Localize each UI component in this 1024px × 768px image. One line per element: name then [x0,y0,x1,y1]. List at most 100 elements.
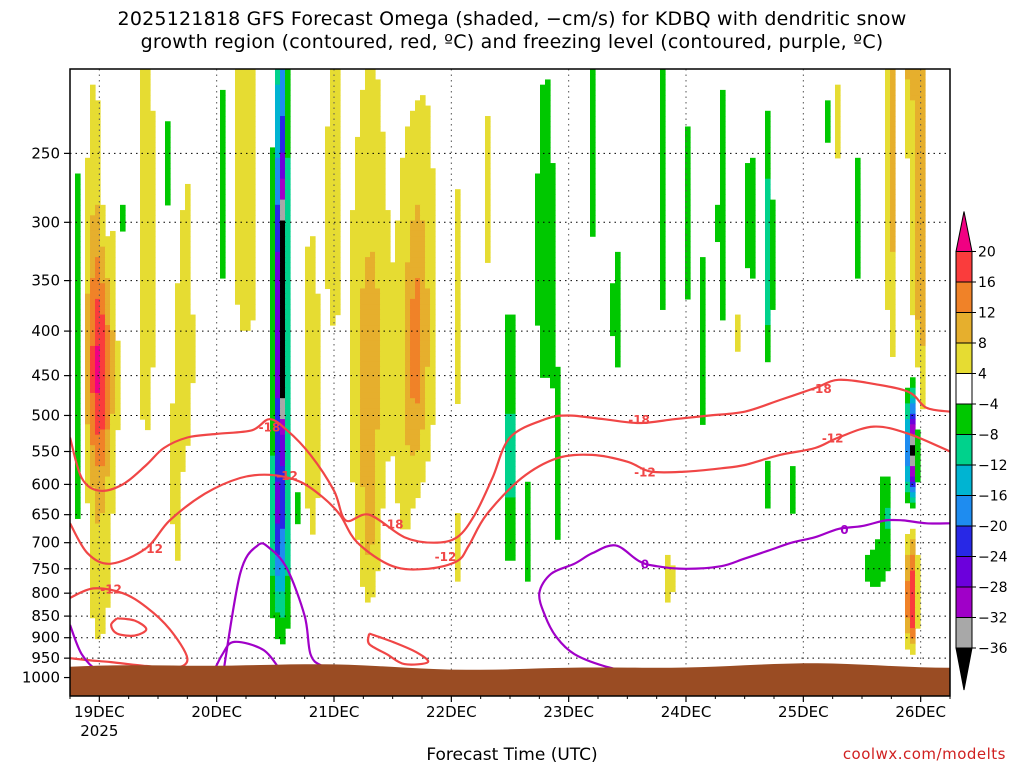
omega-cell [505,361,516,368]
omega-cell [105,382,111,389]
omega-cell [920,387,926,394]
omega-cell [85,476,91,483]
omega-cell [295,518,301,525]
omega-cell [910,424,916,431]
omega-cell [140,335,156,342]
omega-cell [270,204,276,211]
omega-cell [455,351,461,357]
omega-cell [280,351,286,357]
omega-cell [350,439,361,446]
omega-cell [665,560,671,566]
omega-cell [685,152,691,159]
omega-cell [825,110,831,117]
omega-cell [375,257,391,263]
omega-cell [115,361,121,368]
omega-cell [360,335,381,342]
omega-cell [765,152,771,159]
omega-cell [270,309,276,316]
omega-cell [180,267,191,274]
omega-cell [890,74,896,81]
omega-cell [175,372,196,378]
omega-cell [765,262,771,269]
omega-cell [285,497,291,504]
omega-cell [425,220,436,227]
omega-cell [75,507,81,514]
omega-cell [90,361,96,368]
omega-cell [110,392,116,399]
omega-cell [275,210,281,216]
omega-cell [350,403,361,410]
omega-cell [275,199,281,206]
omega-cell [660,204,666,211]
omega-cell [765,487,771,493]
omega-cell [885,507,891,514]
omega-cell [270,581,276,587]
omega-cell [770,288,776,295]
omega-cell [270,189,276,195]
omega-cell [170,445,186,452]
omega-cell [410,372,421,378]
omega-cell [105,398,111,404]
omega-cell [285,492,291,499]
omega-cell [350,293,361,300]
omega-cell [270,392,276,399]
omega-cell [365,84,381,91]
omega-cell [280,173,286,180]
omega-cell [885,241,891,248]
omega-cell [910,549,916,556]
omega-cell [140,121,156,128]
omega-cell [270,565,276,572]
omega-cell [275,345,281,352]
omega-cell [275,507,281,514]
omega-cell [305,325,321,331]
omega-cell [105,361,111,368]
omega-cell [270,340,276,347]
omega-cell [85,298,91,305]
omega-cell [355,523,366,530]
omega-cell [85,356,91,363]
omega-cell [175,361,196,368]
omega-cell [455,236,461,243]
omega-cell [685,225,691,232]
omega-cell [90,325,96,331]
omega-cell [825,105,831,112]
omega-cell [270,534,276,540]
omega-cell [140,241,156,248]
omega-cell [380,382,406,389]
omega-cell [835,110,841,117]
omega-cell [590,74,596,81]
omega-cell [660,136,666,143]
omega-cell [285,523,291,530]
omega-cell [405,298,411,305]
omega-cell [525,544,531,551]
omega-cell [270,215,276,222]
omega-cell [270,377,276,384]
omega-cell [285,398,291,404]
omega-cell [420,204,436,211]
omega-cell [905,581,911,587]
omega-cell [660,225,666,232]
omega-cell [485,121,491,128]
omega-shading-layer [75,69,926,655]
omega-cell [75,272,81,279]
omega-cell [85,215,91,222]
omega-cell [180,215,191,222]
omega-cell [765,110,771,117]
omega-cell [420,293,431,300]
omega-cell [415,105,431,112]
omega-cell [915,554,921,561]
omega-cell [140,293,156,300]
omega-cell [360,419,381,425]
omega-cell [660,210,666,216]
omega-cell [75,434,81,441]
omega-cell [885,272,896,279]
omega-cell [685,215,691,222]
omega-cell [100,204,106,211]
omega-cell [325,126,341,133]
omega-cell [505,351,516,357]
omega-cell [360,377,381,384]
omega-cell [855,251,861,258]
omega-cell [140,413,151,420]
omega-cell [910,591,916,598]
omega-cell [685,246,691,253]
